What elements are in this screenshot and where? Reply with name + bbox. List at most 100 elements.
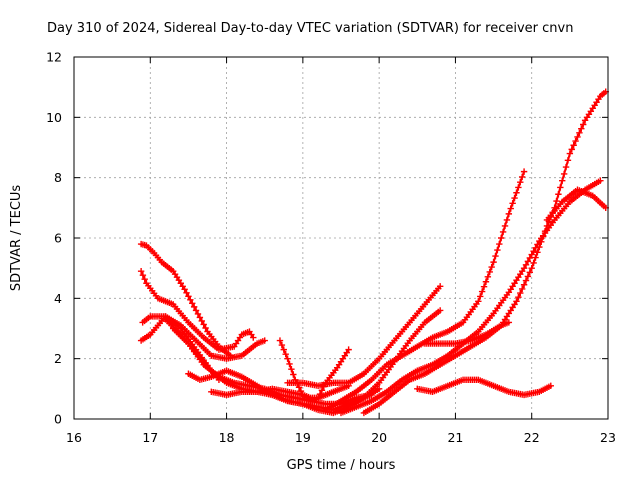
data-point [522, 277, 530, 284]
data-point [297, 387, 305, 395]
data-point [555, 191, 562, 198]
data-point [499, 228, 507, 236]
series-arc-5 [162, 316, 383, 414]
data-point [505, 210, 513, 218]
data-point [526, 254, 534, 262]
x-tick-label: 22 [524, 430, 540, 445]
data-point [528, 251, 535, 258]
data-point [513, 189, 520, 196]
data-point [494, 246, 501, 254]
data-point [526, 269, 534, 276]
x-axis-label: GPS time / hours [287, 458, 396, 473]
y-axis-label: SDTVAR / TECUs [9, 185, 24, 292]
y-tick-label: 8 [54, 170, 62, 185]
data-point [194, 310, 202, 318]
data-point [557, 184, 564, 191]
data-point [568, 146, 575, 153]
data-point [530, 259, 537, 267]
y-tick-label: 4 [54, 291, 62, 306]
data-point [278, 341, 286, 349]
data-point [511, 194, 518, 202]
data-point [597, 177, 604, 184]
data-point [580, 121, 587, 128]
x-tick-label: 19 [295, 430, 311, 445]
data-point [181, 286, 188, 293]
data-point [200, 321, 207, 328]
data-point [477, 293, 484, 300]
data-point [501, 222, 509, 230]
data-point [524, 258, 532, 265]
chart-title: Day 310 of 2024, Sidereal Day-to-day VTE… [47, 21, 573, 36]
data-point [187, 296, 194, 304]
x-tick-label: 21 [447, 430, 463, 445]
series-arc-16 [543, 186, 609, 224]
x-tick-label: 16 [66, 430, 82, 445]
data-point [538, 238, 545, 245]
data-point [286, 360, 293, 368]
data-point [560, 170, 568, 178]
data-point [492, 252, 499, 260]
data-point [517, 289, 524, 297]
series-arc-13 [360, 88, 609, 417]
data-point [520, 281, 528, 288]
data-point [518, 173, 526, 181]
data-point [517, 178, 524, 186]
data-point [480, 283, 488, 290]
series-arc-10 [284, 283, 444, 390]
series-arc-14 [414, 376, 554, 399]
data-point [288, 366, 295, 373]
data-point [282, 350, 289, 358]
data-point [532, 244, 539, 252]
data-point [190, 303, 198, 311]
data-point [530, 247, 537, 255]
x-tick-label: 17 [142, 430, 158, 445]
data-point [314, 394, 322, 402]
data-point [539, 233, 547, 240]
data-point [518, 285, 526, 293]
axis-ticks: 16 17 18 19 20 21 22 23 0 2 4 6 8 10 12 [46, 50, 616, 446]
data-point [498, 234, 505, 242]
data-point [139, 272, 147, 279]
data-point [536, 243, 543, 251]
data-point [543, 222, 551, 230]
data-point [183, 289, 190, 297]
data-point [509, 200, 516, 207]
y-tick-label: 2 [54, 351, 62, 366]
data-point [192, 307, 200, 314]
data-point [520, 168, 528, 175]
data-point [572, 137, 579, 145]
data-point [284, 355, 291, 362]
data-point [576, 129, 583, 136]
data-point [375, 385, 383, 393]
data-point [250, 334, 257, 341]
data-point [515, 294, 522, 301]
data-point [570, 142, 577, 149]
data-point [528, 264, 535, 272]
series-line [363, 90, 607, 414]
data-point [574, 133, 581, 141]
x-tick-label: 20 [371, 430, 387, 445]
data-point [137, 267, 145, 275]
data-point [503, 216, 511, 224]
data-point [141, 276, 148, 283]
data-point [261, 337, 268, 344]
data-point [507, 205, 514, 212]
data-point [198, 317, 205, 325]
data-point [532, 254, 539, 261]
data-point [513, 298, 520, 305]
data-point [541, 228, 549, 235]
data-point [490, 258, 497, 266]
data-point [486, 268, 493, 276]
data-point [280, 346, 287, 353]
data-point [562, 163, 570, 171]
data-point [189, 300, 196, 307]
y-tick-label: 6 [54, 231, 62, 246]
series-arc-8 [208, 382, 352, 402]
data-point [522, 261, 530, 268]
data-point [524, 273, 532, 280]
data-point [478, 288, 486, 295]
data-point [505, 319, 513, 326]
x-tick-label: 18 [219, 430, 235, 445]
data-point [559, 177, 566, 184]
